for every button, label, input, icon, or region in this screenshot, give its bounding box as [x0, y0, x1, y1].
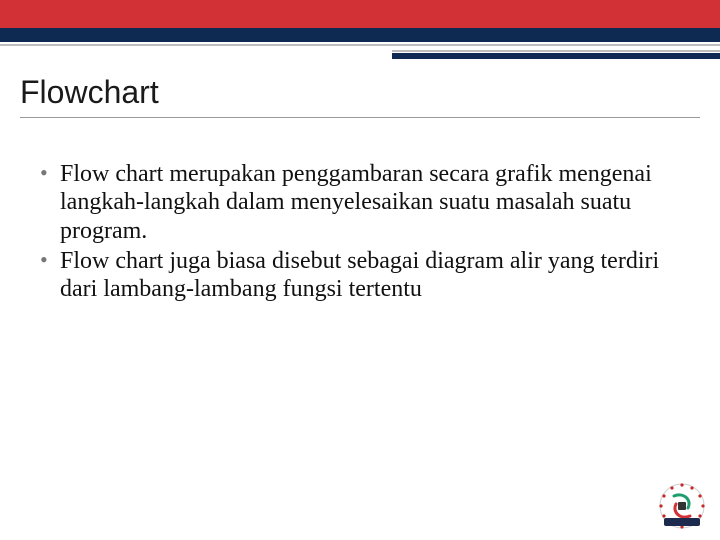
bullet-item: Flow chart merupakan penggambaran secara… [38, 160, 680, 245]
title-underline [20, 117, 700, 118]
header-rule-short [392, 50, 720, 52]
header-navy-thin [0, 28, 720, 42]
header-band [0, 0, 720, 62]
body-block: Flow chart merupakan penggambaran secara… [38, 160, 680, 306]
header-red-bar [0, 0, 720, 28]
slide: Flowchart Flow chart merupakan penggamba… [0, 0, 720, 540]
header-navy-short [392, 53, 720, 59]
university-logo-icon [658, 482, 706, 530]
slide-title: Flowchart [20, 74, 700, 111]
title-block: Flowchart [20, 74, 700, 118]
header-rule-full [0, 44, 720, 46]
bullet-item: Flow chart juga biasa disebut sebagai di… [38, 247, 680, 304]
bullet-list: Flow chart merupakan penggambaran secara… [38, 160, 680, 304]
